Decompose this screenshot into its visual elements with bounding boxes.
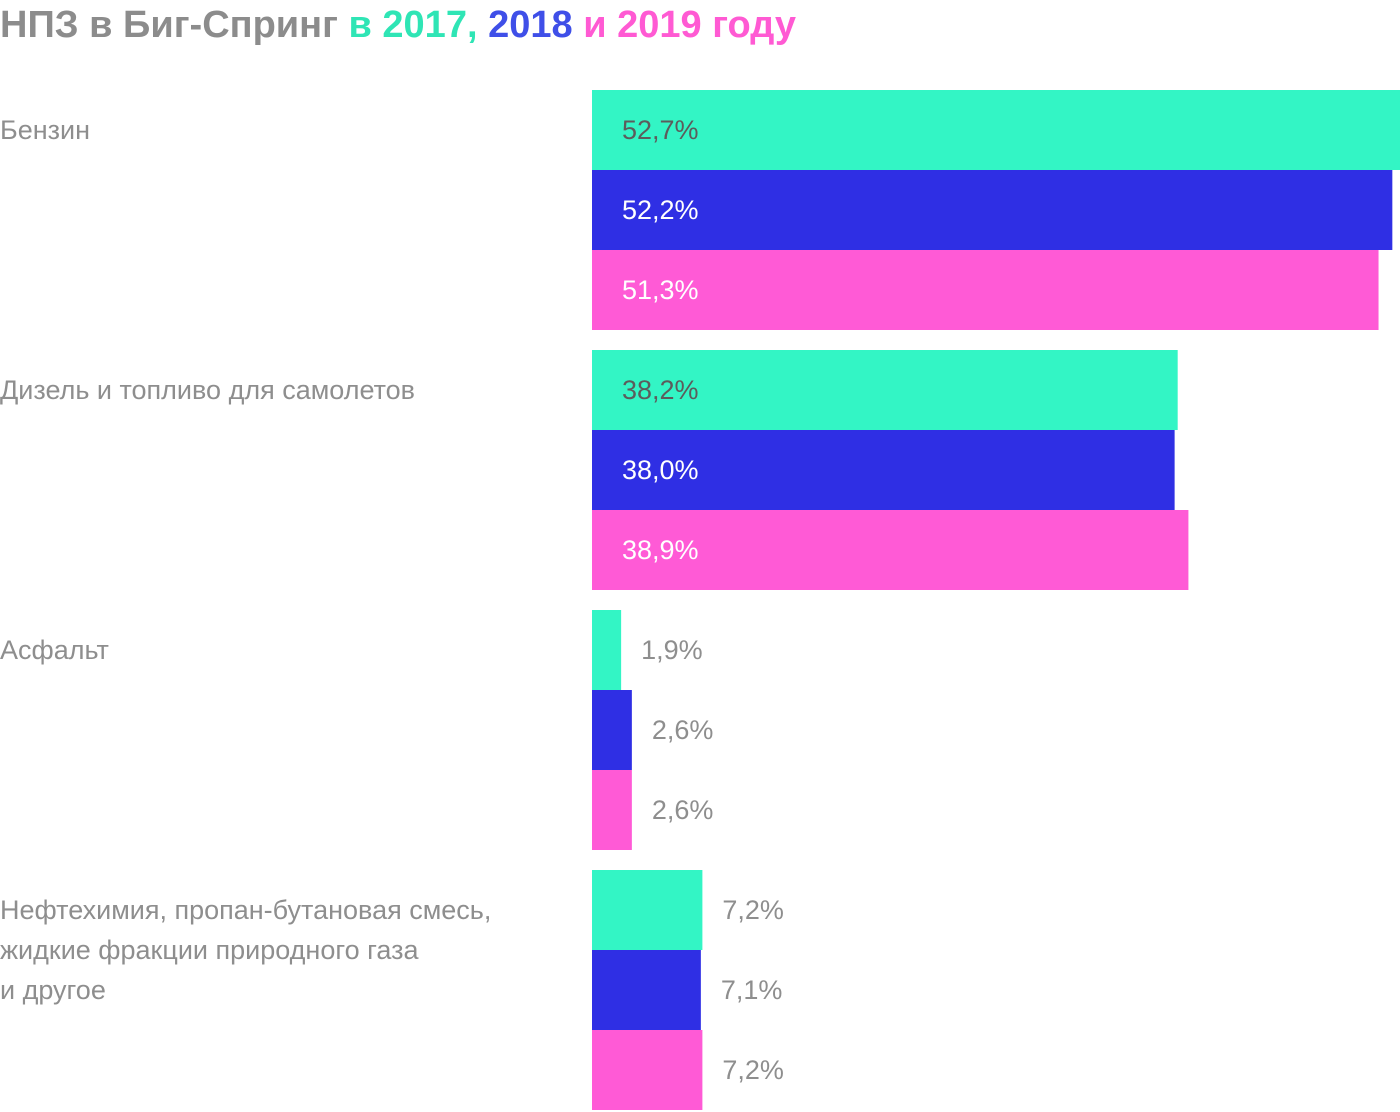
bar-2018	[592, 170, 1393, 250]
value-label-2018: 52,2%	[622, 195, 699, 225]
value-label-2017: 1,9%	[641, 635, 703, 665]
value-label-2018: 7,1%	[721, 975, 783, 1005]
bar-2017	[592, 350, 1178, 430]
bar-2018	[592, 950, 701, 1030]
value-label-2019: 7,2%	[722, 1055, 784, 1085]
category-label: Дизель и топливо для самолетов	[0, 375, 415, 405]
bar-2017	[592, 870, 703, 950]
category-label-line: Дизель и топливо для самолетов	[0, 375, 415, 405]
value-label-2019: 51,3%	[622, 275, 699, 305]
title-year-2019: и 2019 году	[583, 4, 796, 46]
category-label-line: Асфальт	[0, 635, 109, 665]
category-label-line: Бензин	[0, 115, 90, 145]
bar-2018	[592, 430, 1175, 510]
value-label-2017: 7,2%	[722, 895, 784, 925]
title-year-2017: в 2017,	[348, 4, 478, 46]
title-year-2018: 2018	[488, 4, 573, 46]
value-label-2017: 52,7%	[622, 115, 699, 145]
category-label: Асфальт	[0, 635, 109, 665]
value-label-2018: 2,6%	[652, 715, 714, 745]
bar-2019	[592, 1030, 703, 1110]
chart-title: НПЗ в Биг-Спринг в 2017, 2018 и 2019 год…	[0, 2, 796, 48]
category-label: Нефтехимия, пропан-бутановая смесь, жидки…	[0, 895, 491, 1005]
title-base: НПЗ в Биг-Спринг	[0, 4, 338, 46]
category-label-line: Нефтехимия, пропан-бутановая смесь,	[0, 895, 491, 925]
bar-2019	[592, 250, 1379, 330]
bar-2017	[592, 90, 1400, 170]
bar-2017	[592, 610, 622, 690]
bar-2019	[592, 770, 632, 850]
bar-2019	[592, 510, 1189, 590]
value-label-2018: 38,0%	[622, 455, 699, 485]
category-label-line: и другое	[0, 975, 106, 1005]
category-label-line: жидкие фракции природного газа	[0, 935, 419, 965]
category-label: Бензин	[0, 115, 90, 145]
value-label-2017: 38,2%	[622, 375, 699, 405]
value-label-2019: 38,9%	[622, 535, 699, 565]
bar-2018	[592, 690, 632, 770]
value-label-2019: 2,6%	[652, 795, 714, 825]
